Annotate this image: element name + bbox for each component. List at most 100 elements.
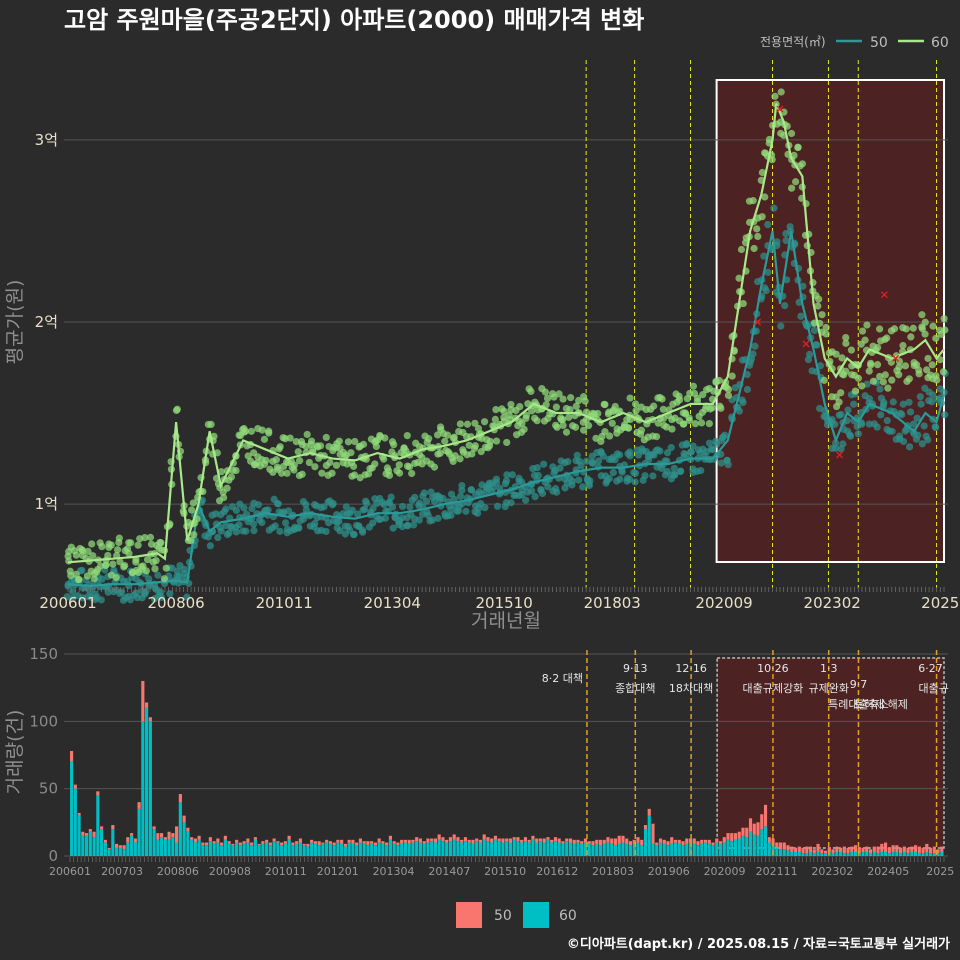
volume-bar-60 [186, 831, 190, 856]
price-point [835, 411, 843, 419]
price-point [463, 420, 472, 428]
price-point [125, 549, 133, 558]
price-point [88, 540, 96, 548]
price-x-tick-label: 2025 [921, 594, 959, 612]
price-x-tick-label: 201304 [364, 594, 421, 612]
price-point [220, 508, 228, 516]
volume-bar-60 [531, 839, 535, 856]
price-point [189, 499, 197, 507]
volume-bar-50 [805, 846, 809, 854]
price-point [525, 385, 533, 393]
top-legend-title: 전용면적(㎡) [760, 35, 826, 49]
price-point [491, 415, 499, 423]
volume-bar-60 [362, 843, 366, 856]
price-point [214, 533, 222, 542]
volume-bar-60 [460, 842, 464, 856]
volume-bar-60 [238, 845, 242, 856]
volume-bar-50 [902, 846, 906, 852]
price-point [492, 478, 501, 487]
price-point [294, 448, 302, 456]
price-point [559, 421, 567, 430]
price-point [909, 420, 918, 428]
price-point [500, 407, 508, 415]
volume-bar-50 [801, 847, 805, 854]
volume-bar-50 [730, 833, 734, 842]
volume-x-tick-label: 201304 [373, 865, 415, 878]
price-point [566, 406, 574, 414]
price-point [663, 449, 672, 457]
price-point [739, 299, 747, 308]
price-y-tick-label: 2억 [35, 313, 58, 331]
price-point [250, 527, 258, 535]
volume-bar-60 [786, 850, 790, 856]
volume-bar-50 [261, 841, 265, 844]
volume-bar-60 [223, 839, 227, 856]
volume-bar-50 [505, 838, 509, 842]
price-point [923, 366, 931, 374]
volume-bar-60 [820, 853, 824, 856]
volume-bar-60 [895, 851, 899, 856]
price-point [804, 356, 812, 364]
volume-x-tick-label: 201407 [428, 865, 470, 878]
price-x-tick-label: 201803 [584, 594, 641, 612]
price-point [764, 268, 772, 276]
volume-x-tick-label: 201510 [484, 865, 526, 878]
volume-bar-60 [666, 845, 670, 856]
price-point [722, 383, 731, 391]
price-point [503, 471, 511, 479]
volume-bar-60 [366, 845, 370, 856]
volume-bar-50 [835, 846, 839, 852]
volume-bar-60 [130, 835, 134, 856]
price-point [777, 322, 785, 330]
volume-bar-50 [220, 842, 224, 846]
price-point [456, 455, 464, 463]
volume-bar-50 [546, 837, 550, 840]
price-point [822, 330, 830, 338]
volume-bar-50 [227, 841, 231, 844]
price-point [671, 471, 679, 479]
price-point [500, 413, 508, 422]
price-point [276, 443, 284, 451]
volume-bar-60 [313, 843, 317, 856]
price-point [484, 444, 492, 452]
volume-panel: 0 50 100 150 8·2 대책 9·13 종합대책 12·16 18차대책 10·26 대출… [4, 645, 954, 878]
price-point [912, 435, 921, 443]
volume-bar-50 [636, 837, 640, 843]
volume-bar-50 [448, 837, 453, 842]
volume-bar-60 [220, 845, 224, 856]
price-point [520, 425, 528, 433]
price-point [298, 470, 306, 478]
volume-x-tick-label: 202009 [704, 865, 746, 878]
price-point [303, 430, 311, 439]
price-point [781, 302, 789, 310]
price-point [117, 588, 126, 596]
price-point [240, 504, 248, 512]
price-point [832, 444, 840, 452]
volume-bar-50 [838, 847, 843, 852]
chart-title: 고암 주원마을(주공2단지) 아파트(2000) 매매가격 변화 [64, 6, 644, 34]
volume-bar-60 [741, 835, 745, 856]
price-point [371, 460, 379, 468]
volume-bar-50 [932, 846, 936, 854]
price-point [601, 428, 609, 436]
volume-bar-60 [538, 841, 543, 856]
price-point [687, 448, 695, 456]
volume-bar-50 [272, 838, 276, 842]
volume-bar-60 [640, 845, 644, 856]
volume-bar-50 [876, 846, 880, 854]
volume-bar-50 [268, 842, 272, 846]
price-point [682, 441, 690, 449]
volume-bar-60 [655, 845, 659, 856]
price-outlier-marker [892, 354, 900, 362]
volume-bar-50 [415, 837, 419, 842]
volume-bar-50 [703, 839, 708, 843]
volume-bar-60 [572, 843, 576, 856]
volume-bar-50 [861, 847, 865, 852]
price-point [901, 427, 909, 435]
volume-bar-60 [940, 851, 944, 856]
price-point [522, 411, 531, 420]
volume-bar-50 [917, 846, 921, 854]
price-point [658, 395, 666, 403]
volume-bar-60 [595, 843, 599, 856]
volume-bar-50 [441, 837, 445, 842]
